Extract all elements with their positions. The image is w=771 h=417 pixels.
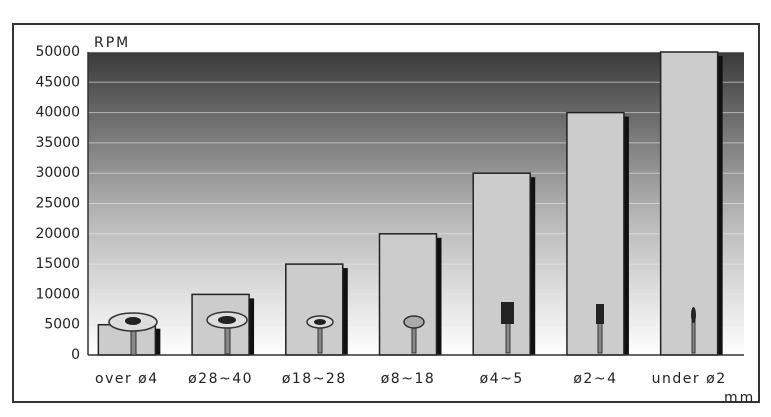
x-tick-label: over ø4 (95, 371, 159, 387)
y-axis-label: RPM (94, 35, 130, 51)
icon (505, 321, 511, 354)
x-tick-label: ø28~40 (188, 371, 253, 387)
x-tick-label: ø8~18 (381, 371, 436, 387)
bar-shadow (155, 328, 161, 355)
bar-shadow (249, 298, 255, 355)
bar (659, 51, 719, 356)
bar (472, 172, 531, 356)
x-tick-label: ø2~4 (573, 371, 617, 387)
tool-icons (108, 302, 696, 356)
icon (314, 319, 326, 325)
icon (501, 302, 514, 324)
y-tick-label: 0 (71, 347, 80, 363)
icon (403, 315, 425, 329)
icon (125, 317, 141, 325)
y-tick-label: 30000 (35, 165, 80, 181)
x-tick-label: ø4~5 (480, 371, 524, 387)
bar (378, 233, 438, 356)
y-tick-label: 50000 (35, 44, 80, 60)
y-tick-label: 10000 (35, 286, 80, 302)
y-tick-label: 40000 (35, 105, 80, 121)
bar-shadow (342, 268, 348, 355)
icon (596, 304, 604, 324)
y-tick-label: 20000 (35, 226, 80, 242)
icon (691, 307, 696, 323)
y-tick-label: 35000 (35, 135, 80, 151)
x-tick-label: under ø2 (652, 371, 727, 387)
y-tick-label: 5000 (44, 317, 80, 333)
bar (285, 263, 344, 356)
bar-shadow (717, 56, 723, 355)
grid (88, 51, 744, 356)
bar (566, 111, 625, 356)
y-tick-label: 25000 (35, 196, 80, 212)
y-tick-label: 15000 (35, 256, 80, 272)
bar-shadow (623, 116, 629, 355)
x-unit: mm (724, 390, 755, 406)
bar-shadow (530, 177, 536, 355)
icon (218, 316, 236, 324)
y-tick-label: 45000 (35, 74, 80, 90)
icon (691, 319, 696, 354)
x-tick-label: ø18~28 (282, 371, 347, 387)
icon (597, 321, 603, 354)
bar-shadow (436, 237, 442, 355)
